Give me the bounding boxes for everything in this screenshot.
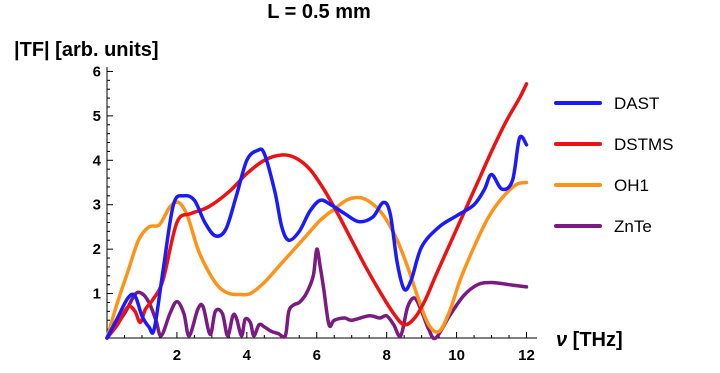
legend-label-dstms: DSTMS [614, 135, 674, 154]
chart-title: L = 0.5 mm [267, 1, 371, 23]
x-axis-unit: [THz] [567, 329, 623, 351]
y-tick-label: 2 [93, 241, 101, 258]
legend-label-oh1: OH1 [614, 176, 649, 195]
series-line-dstms [105, 82, 529, 340]
y-tick-label: 4 [93, 152, 102, 169]
x-axis-symbol: ν [556, 329, 567, 351]
legend-label-dast: DAST [614, 94, 659, 113]
y-axis-label: |TF| [arb. units] [14, 39, 159, 61]
y-tick-label: 6 [93, 63, 101, 80]
x-tick-label: 2 [173, 347, 181, 364]
x-tick-label: 8 [383, 347, 391, 364]
series-line-oh1 [105, 180, 529, 340]
series-line-dast [105, 134, 529, 340]
plot-area [105, 82, 529, 341]
series-line-znte [105, 247, 529, 341]
x-axis-label: ν [THz] [556, 329, 623, 351]
x-tick-label: 12 [518, 347, 535, 364]
x-tick-label: 10 [448, 347, 465, 364]
legend: DAST DSTMS OH1 ZnTe [554, 94, 674, 236]
y-tick-label: 1 [93, 286, 101, 303]
legend-label-znte: ZnTe [614, 217, 652, 236]
y-tick-label: 3 [93, 197, 101, 214]
y-tick-label: 5 [93, 108, 101, 125]
x-tick-label: 4 [243, 347, 252, 364]
x-tick-label: 6 [313, 347, 321, 364]
